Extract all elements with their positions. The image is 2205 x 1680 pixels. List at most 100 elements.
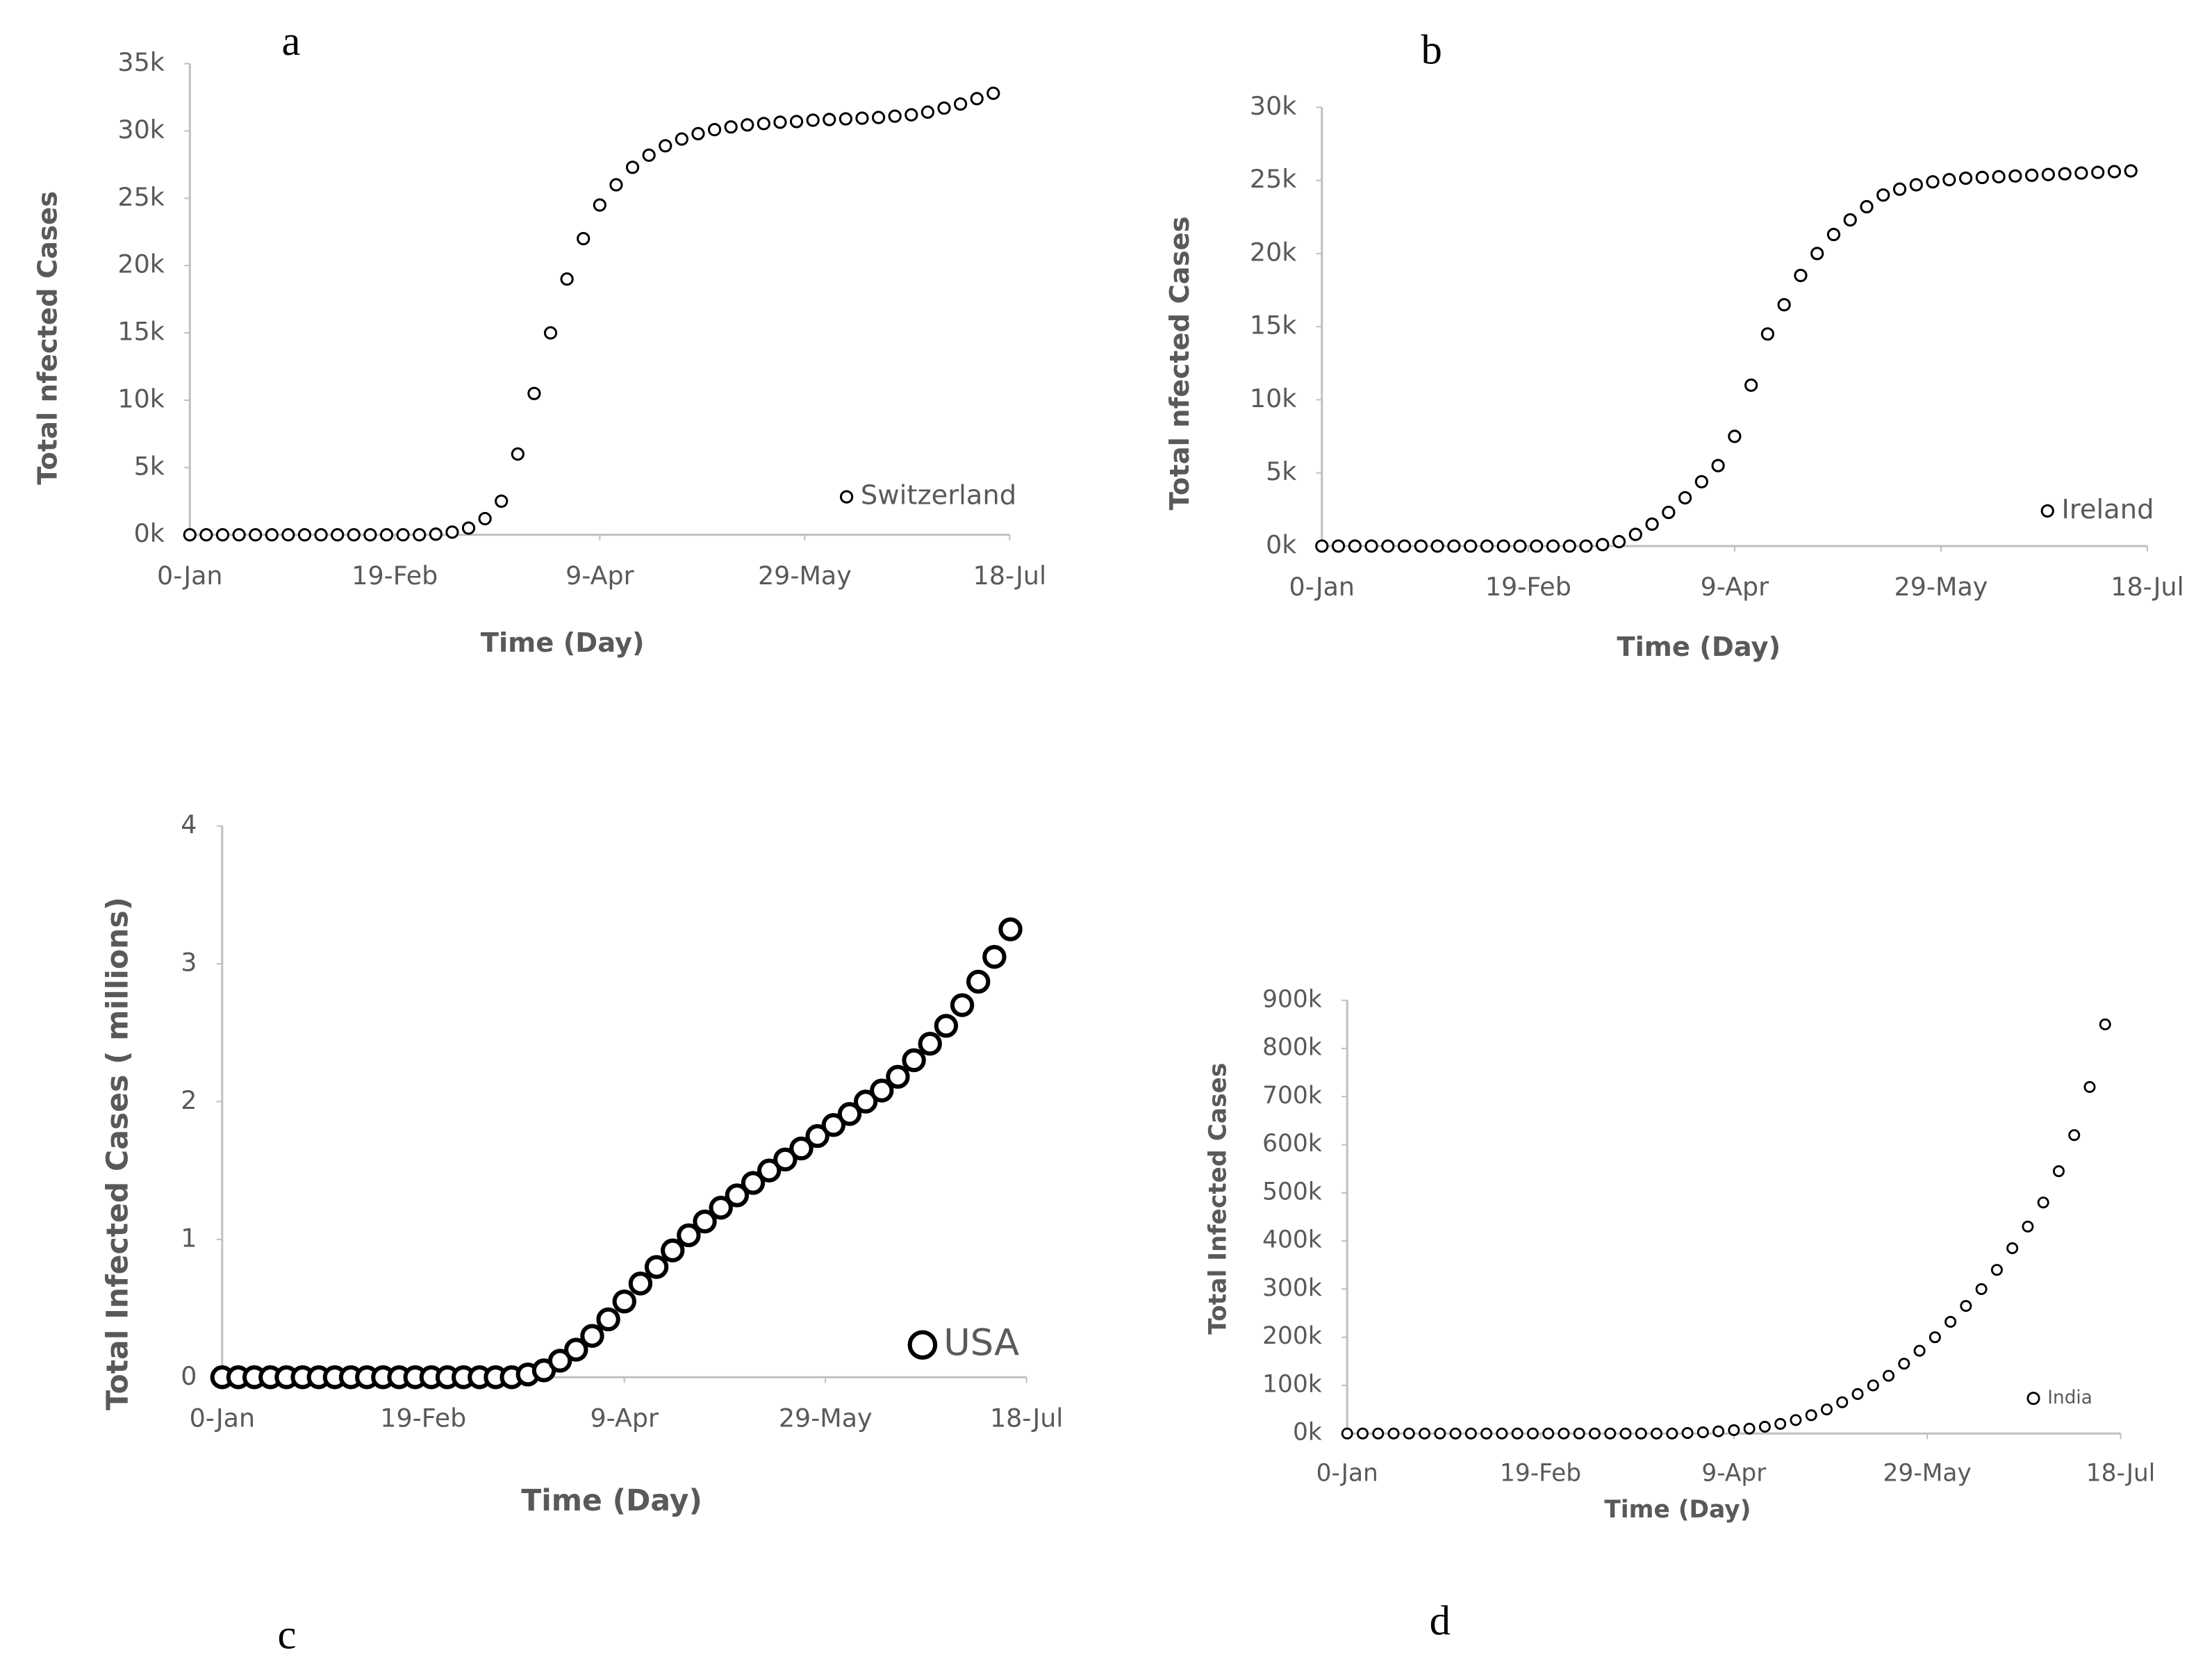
point: [1434, 1427, 1446, 1440]
point: [1496, 539, 1510, 553]
point: [1696, 1426, 1709, 1438]
point: [2006, 1242, 2019, 1255]
panel-letter: a: [282, 18, 301, 65]
point: [199, 528, 213, 542]
point: [871, 110, 886, 124]
y-tick-label: 10k: [1250, 384, 1296, 413]
x-tick-label: 19-Feb: [352, 561, 438, 591]
y-tick-label: 15k: [1250, 311, 1296, 340]
point: [445, 525, 459, 539]
point: [1758, 1421, 1771, 1433]
y-tick-label: 0k: [1266, 529, 1296, 559]
point: [413, 528, 427, 542]
point: [527, 386, 541, 400]
point: [1876, 188, 1890, 202]
point: [2068, 1129, 2081, 1142]
point: [1596, 538, 1610, 552]
point: [853, 1089, 878, 1114]
y-tick-label: 10k: [117, 384, 164, 413]
y-tick-label: 0k: [134, 518, 165, 548]
y-tick-label: 30k: [1250, 91, 1296, 121]
y-tick-label: 700k: [1262, 1082, 1322, 1110]
point: [707, 122, 722, 137]
point: [560, 272, 574, 286]
point: [625, 160, 640, 174]
point: [920, 105, 935, 119]
point: [1883, 1369, 1895, 1382]
y-tick-label: 100k: [1262, 1370, 1322, 1398]
point: [691, 126, 705, 140]
point: [982, 945, 1007, 969]
point: [564, 1337, 588, 1362]
point: [773, 115, 787, 129]
y-tick-label: 35k: [117, 47, 164, 77]
x-tick-label: 0-Jan: [157, 561, 222, 591]
y-tick-label: 4: [181, 809, 197, 839]
point: [2058, 167, 2072, 181]
point: [281, 528, 295, 542]
point: [1836, 1396, 1849, 1408]
point: [805, 1123, 829, 1148]
point: [1975, 170, 1989, 185]
point: [1526, 1427, 1539, 1440]
point: [1777, 297, 1791, 312]
point: [628, 1271, 653, 1296]
x-axis-title: Time (Day): [481, 627, 645, 659]
point: [1387, 1427, 1400, 1440]
point: [612, 1289, 636, 1314]
point: [1913, 1344, 1926, 1357]
point: [902, 1048, 926, 1073]
point: [1331, 539, 1346, 553]
point: [379, 528, 394, 542]
point: [1546, 539, 1560, 553]
point: [1372, 1427, 1385, 1440]
point: [659, 139, 672, 153]
point: [1794, 268, 1808, 283]
point: [495, 494, 509, 508]
point: [577, 231, 591, 246]
x-axis-title: Time (Day): [521, 1484, 702, 1518]
point: [232, 528, 246, 542]
point: [1315, 539, 1329, 553]
y-tick-label: 0k: [1293, 1419, 1322, 1447]
point: [1929, 1331, 1941, 1344]
point: [1558, 1427, 1570, 1440]
y-tick-label: 400k: [1262, 1226, 1322, 1254]
point: [593, 198, 606, 212]
point: [677, 1223, 701, 1248]
point: [1430, 539, 1444, 553]
point: [1364, 539, 1378, 553]
point: [183, 528, 197, 542]
point: [1619, 1427, 1632, 1440]
y-tick-label: 20k: [1250, 237, 1296, 267]
legend-marker: [907, 1330, 938, 1360]
point: [823, 113, 836, 126]
x-tick-label: 18-Jul: [973, 561, 1046, 591]
point: [1662, 505, 1676, 520]
point: [1604, 1427, 1617, 1440]
point: [1694, 475, 1708, 488]
point: [709, 1196, 733, 1220]
y-tick-label: 0: [181, 1361, 197, 1391]
point: [2083, 1080, 2096, 1093]
y-tick-label: 5k: [134, 451, 165, 481]
point: [757, 117, 770, 131]
point: [1712, 1425, 1725, 1438]
y-tick-label: 300k: [1262, 1274, 1322, 1302]
point: [1356, 1427, 1369, 1440]
legend-marker: [2040, 504, 2054, 518]
x-tick-label: 19-Feb: [380, 1403, 466, 1433]
point: [953, 97, 968, 111]
point: [1975, 1283, 1988, 1295]
point: [1542, 1427, 1555, 1440]
point: [1645, 517, 1659, 531]
point: [596, 1307, 620, 1332]
point: [2107, 165, 2122, 179]
point: [2041, 167, 2056, 181]
point: [837, 1102, 862, 1126]
point: [1562, 539, 1576, 553]
point: [1728, 1424, 1740, 1436]
x-tick-label: 19-Feb: [1485, 572, 1571, 602]
point: [2025, 168, 2039, 182]
x-tick-label: 0-Jan: [1316, 1459, 1378, 1487]
